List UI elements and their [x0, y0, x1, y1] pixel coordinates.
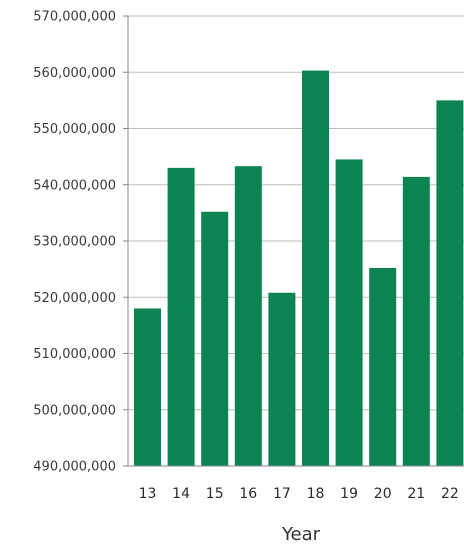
y-tick-label: 490,000,000 [33, 460, 116, 475]
bars [134, 70, 464, 466]
bar [369, 268, 397, 466]
y-tick-label: 500,000,000 [33, 403, 116, 418]
x-tick-label: 17 [273, 486, 291, 502]
y-tick-label: 540,000,000 [33, 178, 116, 193]
y-tick-labels: 490,000,000 500,000,000 510,000,000 520,000… [33, 10, 116, 475]
bar [302, 70, 329, 466]
bar [234, 166, 262, 466]
y-tick-label: 560,000,000 [33, 66, 116, 81]
x-tick-label: 14 [172, 486, 190, 502]
x-tick-label: 19 [340, 486, 358, 502]
x-tick-label: 13 [139, 486, 157, 502]
x-tick-label: 22 [441, 486, 459, 502]
bar [335, 159, 363, 466]
y-tick-label: 520,000,000 [33, 291, 116, 306]
y-tick-label: 550,000,000 [33, 122, 116, 137]
x-tick-label: 20 [374, 486, 392, 502]
bar [402, 176, 430, 466]
x-axis-title: Year [281, 524, 321, 545]
x-tick-label: 21 [407, 486, 425, 502]
bar [167, 167, 195, 466]
bar [436, 100, 464, 466]
y-tick-label: 510,000,000 [33, 347, 116, 362]
axes [127, 16, 464, 467]
bar [201, 211, 229, 466]
y-tick-label: 570,000,000 [33, 10, 116, 25]
x-tick-label: 16 [239, 486, 257, 502]
bar [268, 292, 296, 466]
x-tick-label: 15 [206, 486, 224, 502]
bar [134, 308, 161, 466]
x-tick-labels: 13 14 15 16 17 18 19 20 21 22 [139, 486, 459, 502]
x-tick-label: 18 [307, 486, 325, 502]
y-tick-label: 530,000,000 [33, 235, 116, 250]
